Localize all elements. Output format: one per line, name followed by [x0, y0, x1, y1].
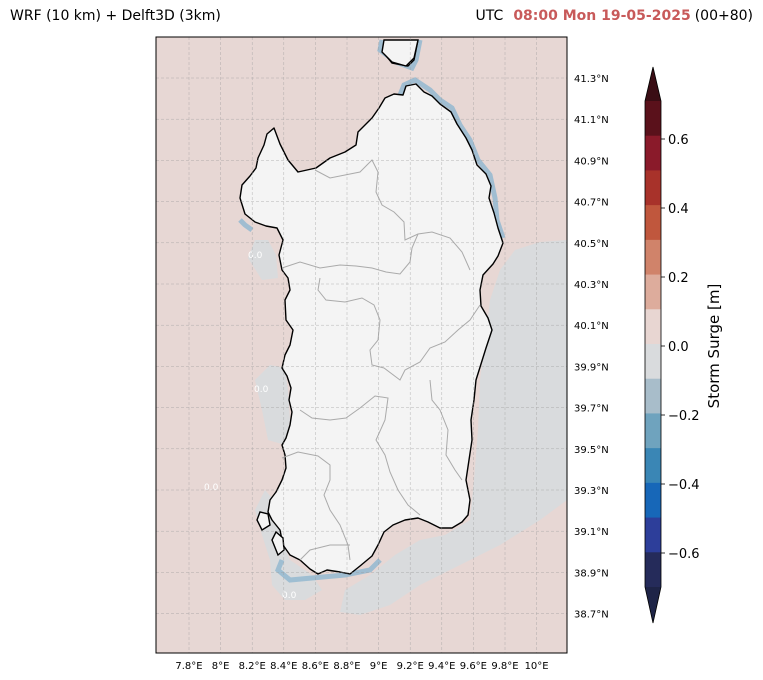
colorbar-extend-min [645, 587, 661, 623]
colorbar-segment [645, 274, 661, 310]
longitude-label: 9°E [370, 661, 388, 672]
contour-label: 0.0 [282, 591, 297, 601]
colorbar-tick-label: 0.0 [668, 340, 689, 355]
latitude-label: 39.3°N [574, 486, 609, 497]
colorbar-outline [644, 66, 662, 624]
longitude-label: 10°E [525, 661, 549, 672]
latitude-label: 39.7°N [574, 404, 609, 415]
colorbar-tick-label: 0.2 [668, 271, 689, 286]
colorbar-title: Storm Surge [m] [705, 284, 723, 409]
longitude-label: 9.8°E [491, 661, 518, 672]
longitude-label: 8.4°E [270, 661, 297, 672]
colorbar-tick-label: −0.6 [668, 547, 700, 562]
colorbar-tick-label: 0.4 [668, 202, 689, 217]
latitude-label: 40.1°N [574, 321, 609, 332]
colorbar-segment [645, 101, 661, 137]
map-title-right: UTC 08:00 Mon 19-05-2025 (00+80) [476, 8, 753, 24]
colorbar-segment [645, 135, 661, 171]
valid-time: 08:00 Mon 19-05-2025 [513, 8, 691, 24]
latitude-label: 38.7°N [574, 610, 609, 621]
colorbar-tick-label: −0.2 [668, 409, 700, 424]
longitude-label: 8°E [212, 661, 230, 672]
forecast-lead: (00+80) [694, 8, 753, 24]
colorbar-segment [645, 205, 661, 241]
colorbar-segment [645, 309, 661, 345]
latitude-label: 40.7°N [574, 198, 609, 209]
latitude-labels: 41.3°N 41.1°N 40.9°N 40.7°N 40.5°N 40.3°N 40.1… [574, 74, 609, 621]
latitude-label: 39.1°N [574, 527, 609, 538]
colorbar-segment [645, 239, 661, 276]
contour-label: 0.0 [254, 385, 269, 395]
longitude-label: 9.2°E [397, 661, 424, 672]
colorbar-segment [645, 517, 661, 553]
colorbar-segment [645, 552, 661, 588]
longitude-label: 9.6°E [460, 661, 487, 672]
map-frame [155, 36, 568, 654]
longitude-label: 8.6°E [302, 661, 329, 672]
longitude-label: 8.8°E [333, 661, 360, 672]
latitude-label: 38.9°N [574, 568, 609, 579]
colorbar-segment [645, 378, 661, 414]
maddalena-land [381, 39, 419, 67]
san-pietro-island [256, 511, 271, 532]
colorbar-tick-label: 0.6 [668, 133, 689, 148]
colorbar-segment [645, 413, 661, 449]
utc-label: UTC [475, 8, 504, 24]
neutral-surge-west [255, 365, 290, 445]
colorbar-segment [645, 448, 661, 484]
map-title-left: WRF (10 km) + Delft3D (3km) [10, 8, 221, 24]
longitude-label: 7.8°E [175, 661, 202, 672]
latitude-label: 39.9°N [574, 362, 609, 373]
province-borders [281, 159, 481, 561]
neutral-surge-east [340, 240, 567, 615]
latitude-label: 40.9°N [574, 156, 609, 167]
latitude-label: 41.1°N [574, 115, 609, 126]
longitude-label: 9.4°E [428, 661, 455, 672]
colorbar-segment [645, 482, 661, 519]
contour-label: 0.0 [248, 251, 263, 261]
contour-label: 0.0 [204, 483, 219, 493]
longitude-labels: 7.8°E 8°E 8.2°E 8.4°E 8.6°E 8.8°E 9°E 9.2°E 9.4°… [175, 661, 548, 672]
map-gridlines [156, 37, 567, 653]
colorbar-extend-max [645, 67, 661, 101]
santantioco-island [271, 530, 285, 557]
colorbar-tick-label: −0.4 [668, 478, 700, 493]
latitude-label: 41.3°N [574, 74, 609, 85]
longitude-label: 8.2°E [239, 661, 266, 672]
latitude-label: 40.3°N [574, 280, 609, 291]
colorbar-segment [645, 344, 661, 380]
neutral-surge-northwest [248, 240, 278, 280]
latitude-label: 39.5°N [574, 445, 609, 456]
colorbar-segment [645, 170, 661, 206]
contour-labels: 0.0 0.0 0.0 0.0 [204, 251, 297, 601]
colorbar: 0.6 0.4 0.2 0.0 −0.2 −0.4 −0.6 Storm Surge [m] [644, 66, 723, 624]
latitude-label: 40.5°N [574, 239, 609, 250]
